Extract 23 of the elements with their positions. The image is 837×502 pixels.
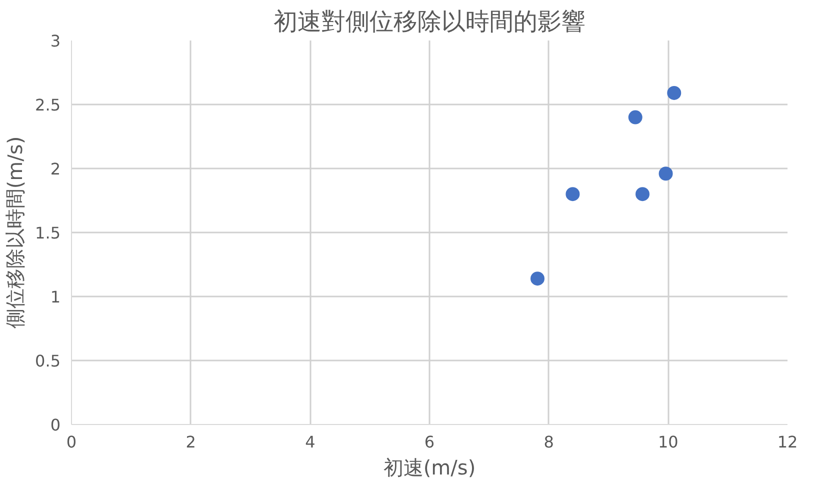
point [667,86,682,100]
y-axis-title: 側位移除以時間(m/s) [3,136,28,329]
x-tick-label: 6 [424,432,435,452]
y-tick-label: 2 [50,160,61,178]
y-tick-label: 3 [50,32,61,50]
x-tick-label: 2 [186,432,196,452]
point [628,110,642,124]
x-axis-title: 初速(m/s) [383,456,476,480]
y-tick-label: 2.5 [35,96,61,114]
x-tick-label: 8 [544,432,554,452]
x-tick-label: 12 [777,432,798,452]
point [530,272,544,286]
y-tick-label: 0.5 [35,352,61,370]
y-tick-label: 1 [50,288,61,306]
point [658,166,673,181]
x-tick-label: 10 [658,432,678,452]
point [636,187,650,202]
chart-title: 初速對側位移除以時間的影響 [274,8,586,36]
point [566,187,580,202]
y-tick-label: 1.5 [35,224,61,242]
y-tick-label: 0 [50,416,61,434]
x-tick-label: 4 [305,432,316,452]
x-tick-label: 0 [66,432,77,452]
